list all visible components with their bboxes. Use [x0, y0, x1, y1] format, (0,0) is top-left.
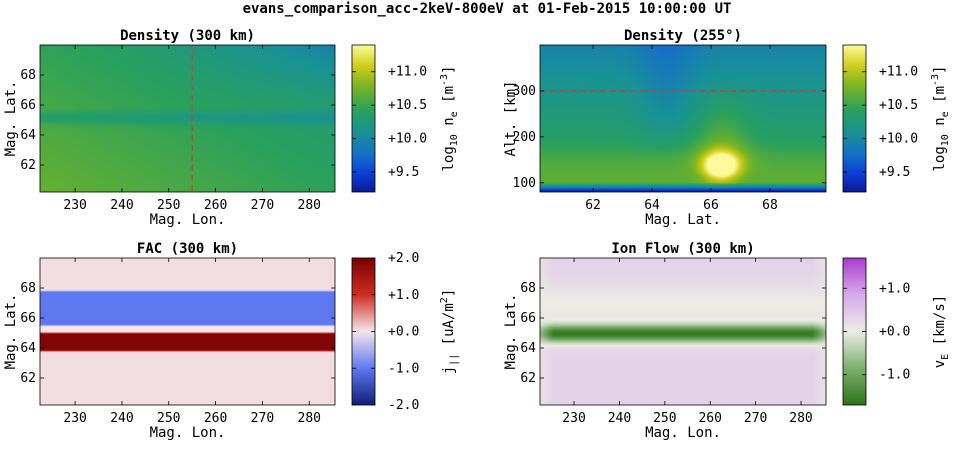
colorbar-tick-label: +0.0 — [879, 325, 910, 340]
y-tick-label: 64 — [520, 341, 536, 356]
x-tick-label: 62 — [585, 198, 601, 213]
x-tick-label: 260 — [204, 198, 227, 213]
x-tick-label: 240 — [110, 198, 133, 213]
colorbar-tick-label: +10.5 — [879, 98, 918, 113]
colorbar — [351, 44, 376, 193]
panel-title: Ion Flow (300 km) — [611, 241, 754, 257]
colorbar-label: log10 ne [m-3] — [439, 65, 460, 171]
colorbar-label: j|| [uA/m2] — [439, 289, 460, 375]
y-tick-label: 62 — [20, 158, 36, 173]
y-tick-label: 300 — [513, 84, 536, 99]
y-tick-label: 66 — [20, 98, 36, 113]
y-tick-label: 68 — [20, 281, 36, 296]
y-tick-label: 200 — [513, 130, 536, 145]
y-axis-label: Mag. Lat. — [503, 294, 519, 370]
y-tick-label: 68 — [520, 281, 536, 296]
colorbar-tick-label: +1.0 — [388, 288, 419, 303]
colorbar-tick-label: +10.0 — [388, 132, 427, 147]
colorbar-tick-label: +11.0 — [388, 65, 427, 80]
y-tick-label: 68 — [20, 68, 36, 83]
y-tick-label: 66 — [20, 311, 36, 326]
panel-title: Density (300 km) — [120, 28, 255, 44]
y-axis-label: Mag. Lat. — [3, 81, 19, 157]
x-tick-label: 66 — [703, 198, 719, 213]
colorbar-tick-label: +10.0 — [879, 132, 918, 147]
colorbar-label: vE [km/s] — [932, 295, 951, 368]
x-tick-label: 230 — [562, 411, 585, 426]
axes-frame — [39, 257, 336, 406]
colorbar-tick-label: +11.0 — [879, 65, 918, 80]
colorbar — [842, 44, 867, 193]
colorbar-tick-label: +9.5 — [879, 165, 910, 180]
colorbar-tick-label: -1.0 — [879, 368, 910, 383]
x-tick-label: 280 — [298, 198, 321, 213]
x-tick-label: 270 — [251, 198, 274, 213]
colorbar-tick-label: +9.5 — [388, 165, 419, 180]
x-axis-label: Mag. Lat. — [645, 212, 721, 228]
x-tick-label: 230 — [63, 411, 86, 426]
colorbar-tick-label: -2.0 — [388, 398, 419, 413]
y-tick-label: 62 — [20, 371, 36, 386]
colorbar-tick-label: +2.0 — [388, 251, 419, 266]
x-tick-label: 240 — [110, 411, 133, 426]
x-tick-label: 270 — [251, 411, 274, 426]
heatmap-image — [40, 45, 335, 192]
panel-density-255deg: Density (255°) 62 64 66 68 100 200 300 Mag. Lat.… — [503, 28, 951, 228]
axes-frame — [539, 257, 827, 406]
x-tick-label: 68 — [762, 198, 778, 213]
figure-title: evans_comparison_acc-2keV-800eV at 01-Fe… — [243, 1, 732, 17]
x-tick-label: 250 — [157, 198, 180, 213]
colorbar-tick-label: +1.0 — [879, 281, 910, 296]
y-axis-label: Alt. [km] — [503, 81, 519, 157]
x-tick-label: 64 — [644, 198, 660, 213]
panel-fac-300km: FAC (300 km)230 240 250 260 270 28062646668Ma… — [3, 241, 460, 441]
y-tick-label: 100 — [513, 176, 536, 191]
x-axis-label: Mag. Lon. — [645, 425, 721, 441]
axes-frame — [39, 44, 336, 193]
x-tick-label: 250 — [157, 411, 180, 426]
y-tick-label: 62 — [520, 371, 536, 386]
panel-title: FAC (300 km) — [137, 241, 238, 257]
y-tick-label: 64 — [20, 341, 36, 356]
x-tick-label: 260 — [204, 411, 227, 426]
colorbar-label: log10 ne [m-3] — [930, 65, 951, 171]
x-axis-label: Mag. Lon. — [150, 425, 226, 441]
x-axis-label: Mag. Lon. — [150, 212, 226, 228]
x-tick-label: 270 — [744, 411, 767, 426]
panel-ion-flow-300km: Ion Flow (300 km) 230 240 250 260 270 280 62 64 6… — [503, 241, 951, 441]
y-tick-label: 66 — [520, 311, 536, 326]
x-tick-label: 280 — [789, 411, 812, 426]
heatmap-image — [540, 258, 826, 405]
panel-density-300km: Density (300 km) 230 240 250 260 270 280 62 64 66… — [3, 28, 460, 228]
x-tick-label: 250 — [653, 411, 676, 426]
x-tick-label: 230 — [63, 198, 86, 213]
y-tick-label: 64 — [20, 128, 36, 143]
panel-title: Density (255°) — [624, 28, 742, 44]
x-tick-label: 260 — [698, 411, 721, 426]
axes-frame — [539, 44, 827, 193]
x-tick-label: 240 — [608, 411, 631, 426]
heatmap-image — [40, 258, 335, 405]
x-tick-label: 280 — [298, 411, 321, 426]
colorbar-tick-label: +0.0 — [388, 325, 419, 340]
colorbar-tick-label: -1.0 — [388, 361, 419, 376]
y-axis-label: Mag. Lat. — [3, 294, 19, 370]
colorbar-tick-label: +10.5 — [388, 98, 427, 113]
heatmap-image — [540, 45, 826, 192]
